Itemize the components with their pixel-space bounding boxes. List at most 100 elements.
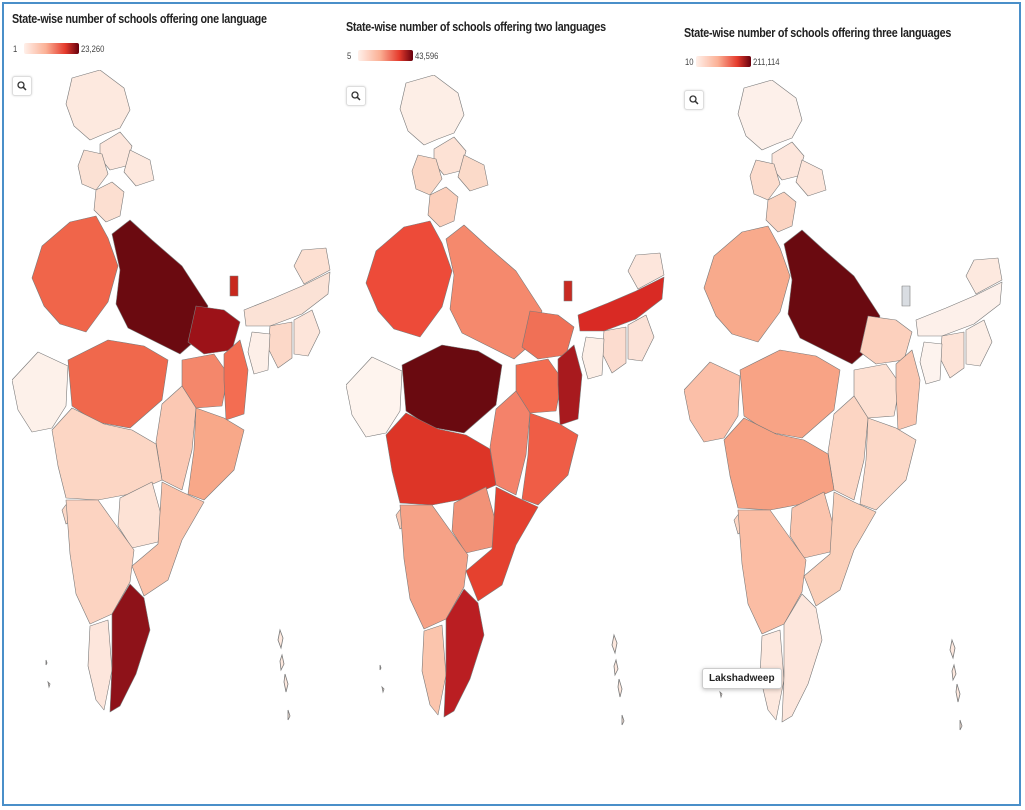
region-hr[interactable] xyxy=(93,181,125,223)
india-choropleth-map[interactable] xyxy=(684,80,1004,770)
region-uk[interactable] xyxy=(457,154,489,192)
region-ne5[interactable] xyxy=(919,341,943,385)
region-mh[interactable] xyxy=(51,407,163,501)
island-4[interactable] xyxy=(45,659,48,666)
region-sk[interactable] xyxy=(901,285,911,307)
island-0[interactable] xyxy=(949,638,956,660)
region-ne1[interactable] xyxy=(243,271,331,327)
region-uk[interactable] xyxy=(795,159,827,197)
region-rj[interactable] xyxy=(365,220,453,338)
island-3[interactable] xyxy=(621,714,625,726)
region-ne2[interactable] xyxy=(627,252,665,290)
magnifier-icon xyxy=(689,95,699,105)
region-up[interactable] xyxy=(111,219,209,355)
region-ka[interactable] xyxy=(737,509,807,635)
region-mp[interactable] xyxy=(67,339,169,429)
magnifier-icon xyxy=(17,81,27,91)
region-ne1[interactable] xyxy=(577,276,665,332)
island-3[interactable] xyxy=(287,709,291,721)
zoom-button[interactable] xyxy=(346,86,366,106)
region-ap[interactable] xyxy=(465,486,539,602)
island-2[interactable] xyxy=(617,678,623,698)
map-panel-two-languages: State-wise number of schools offering tw… xyxy=(346,0,676,800)
legend-min-label: 5 xyxy=(347,51,352,61)
region-tn[interactable] xyxy=(443,588,485,718)
island-0[interactable] xyxy=(611,633,618,655)
region-wb[interactable] xyxy=(895,349,921,431)
region-hr[interactable] xyxy=(765,191,797,233)
island-1[interactable] xyxy=(279,653,285,672)
region-mp[interactable] xyxy=(401,344,503,434)
region-ne3[interactable] xyxy=(267,321,293,369)
region-cg[interactable] xyxy=(489,390,531,496)
india-choropleth-map[interactable] xyxy=(346,75,666,765)
region-up[interactable] xyxy=(783,229,881,365)
region-cg[interactable] xyxy=(155,385,197,491)
region-uk[interactable] xyxy=(123,149,155,187)
zoom-button[interactable] xyxy=(12,76,32,96)
region-mp[interactable] xyxy=(739,349,841,439)
region-rj[interactable] xyxy=(703,225,791,343)
map-panel-one-language: State-wise number of schools offering on… xyxy=(12,0,337,800)
region-ka[interactable] xyxy=(399,504,469,630)
region-ap[interactable] xyxy=(803,491,877,607)
island-2[interactable] xyxy=(955,683,961,703)
region-gj[interactable] xyxy=(346,356,403,438)
region-hr[interactable] xyxy=(427,186,459,228)
region-up[interactable] xyxy=(445,224,543,360)
legend-gradient-bar xyxy=(358,50,413,61)
region-ke[interactable] xyxy=(87,619,113,711)
region-jk[interactable] xyxy=(737,80,803,151)
region-or[interactable] xyxy=(187,407,245,501)
region-tn[interactable] xyxy=(109,583,151,713)
region-jk[interactable] xyxy=(399,75,465,146)
island-1[interactable] xyxy=(613,658,619,677)
legend-gradient-bar xyxy=(696,56,751,67)
legend-min-label: 1 xyxy=(13,44,18,54)
region-ne4[interactable] xyxy=(293,309,321,357)
region-cg[interactable] xyxy=(827,395,869,501)
region-ap[interactable] xyxy=(131,481,205,597)
map-title: State-wise number of schools offering th… xyxy=(684,26,952,40)
region-rj[interactable] xyxy=(31,215,119,333)
region-mh[interactable] xyxy=(723,417,835,511)
region-or[interactable] xyxy=(859,417,917,511)
island-1[interactable] xyxy=(951,663,957,682)
region-ke[interactable] xyxy=(421,624,447,716)
region-ne2[interactable] xyxy=(293,247,331,285)
region-gj[interactable] xyxy=(684,361,741,443)
island-0[interactable] xyxy=(277,628,284,650)
island-5[interactable] xyxy=(381,685,385,694)
region-sk[interactable] xyxy=(563,280,573,302)
legend-min-label: 10 xyxy=(685,57,694,67)
map-panel-three-languages: State-wise number of schools offering th… xyxy=(684,0,1014,800)
region-or[interactable] xyxy=(521,412,579,506)
map-title: State-wise number of schools offering tw… xyxy=(346,20,606,34)
legend-max-label: 43,596 xyxy=(415,51,439,61)
region-mh[interactable] xyxy=(385,412,497,506)
region-sk[interactable] xyxy=(229,275,239,297)
region-ne5[interactable] xyxy=(247,331,271,375)
india-choropleth-map[interactable] xyxy=(12,70,332,760)
region-ne3[interactable] xyxy=(601,326,627,374)
region-jk[interactable] xyxy=(65,70,131,141)
island-5[interactable] xyxy=(47,680,51,689)
region-wb[interactable] xyxy=(223,339,249,421)
region-wb[interactable] xyxy=(557,344,583,426)
region-tn[interactable] xyxy=(781,593,823,723)
region-ka[interactable] xyxy=(65,499,135,625)
region-ne2[interactable] xyxy=(965,257,1003,295)
region-ne4[interactable] xyxy=(965,319,993,367)
region-ne5[interactable] xyxy=(581,336,605,380)
island-5[interactable] xyxy=(719,690,723,699)
zoom-button[interactable] xyxy=(684,90,704,110)
legend-max-label: 211,114 xyxy=(753,57,780,67)
region-gj[interactable] xyxy=(12,351,69,433)
island-3[interactable] xyxy=(959,719,963,731)
island-2[interactable] xyxy=(283,673,289,693)
region-ne3[interactable] xyxy=(939,331,965,379)
region-ne4[interactable] xyxy=(627,314,655,362)
region-ne1[interactable] xyxy=(915,281,1003,337)
island-4[interactable] xyxy=(379,664,382,671)
